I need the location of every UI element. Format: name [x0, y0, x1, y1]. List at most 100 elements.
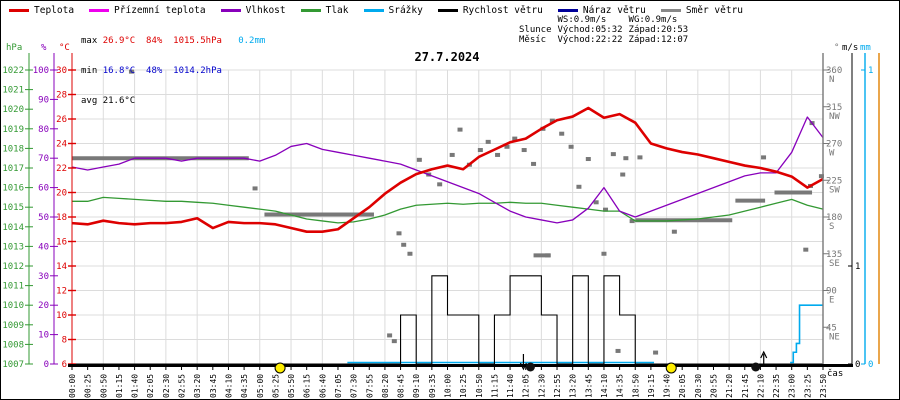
time-tick-label: 08:20 — [381, 374, 390, 398]
stats-avg-temp: 21.6°C — [102, 96, 136, 106]
humidity-tick-label: 80 — [38, 125, 49, 135]
legend-item: Teplota — [9, 5, 74, 16]
wind-direction-point — [401, 242, 407, 247]
time-tick-label: 19:15 — [647, 374, 656, 398]
time-tick-label: 20:55 — [709, 374, 718, 398]
time-tick-label: 22:35 — [772, 374, 781, 398]
ms-tick-label: 1 — [855, 262, 860, 272]
deg-compass-label: NW — [829, 112, 840, 122]
time-tick-label: 11:15 — [490, 374, 499, 398]
deg-tick-label: 360 — [826, 66, 842, 76]
wind-direction-point — [620, 172, 626, 177]
sunset-marker — [665, 362, 677, 374]
time-axis-header: čas — [827, 368, 843, 379]
time-tick-label: 01:40 — [131, 374, 140, 398]
stats-min-label: min — [81, 66, 98, 76]
time-tick-label: 05:50 — [287, 374, 296, 398]
series-pres-line — [72, 196, 824, 224]
deg-tick-label: 225 — [826, 176, 842, 186]
time-tick-label: 09:10 — [412, 374, 421, 398]
legend: Teplota Přízemní teplota Vlhkost Tlak Srážky… — [9, 5, 743, 16]
ms-tick-label: 0 — [855, 360, 860, 370]
time-tick-label: 03:45 — [209, 374, 218, 398]
humidity-tick-label: 20 — [38, 301, 49, 311]
wind-direction-point — [610, 152, 616, 157]
legend-label: Tlak — [325, 5, 349, 16]
stats-min-temp: 16.8°C — [102, 66, 136, 76]
legend-label: Teplota — [34, 5, 75, 16]
time-tick-label: 19:40 — [663, 374, 672, 398]
humidity-tick-label: 100 — [33, 66, 49, 76]
temperature-axis-header: °C — [59, 43, 70, 53]
pressure-tick-label: 1008 — [2, 340, 24, 350]
moon-label: Měsíc — [519, 35, 547, 45]
time-tick-label: 07:05 — [334, 374, 343, 398]
humidity-tick-label: 50 — [38, 213, 49, 223]
wind-direction-point — [549, 118, 555, 123]
wind-direction-point — [416, 157, 422, 162]
time-tick-label: 06:40 — [318, 374, 327, 398]
stats-block: max 26.9°C 84% 1015.5hPa 0.2mm min 16.8°… — [81, 16, 265, 126]
deg-tick-label: 180 — [826, 213, 842, 223]
time-tick-label: 13:20 — [569, 374, 578, 398]
legend-item: Náraz větru — [557, 5, 646, 16]
time-tick-label: 18:50 — [631, 374, 640, 398]
stats-avg-label: avg — [81, 96, 98, 106]
time-tick-label: 05:00 — [256, 374, 265, 398]
humidity-axis-header: % — [41, 43, 47, 53]
wind-direction-point — [504, 144, 510, 149]
deg-compass-label: SW — [829, 185, 840, 195]
series-temp-line — [71, 106, 824, 233]
time-tick-label: 14:35 — [616, 374, 625, 398]
pressure-tick-label: 1013 — [2, 242, 24, 252]
humidity-tick-label: 60 — [38, 184, 49, 194]
legend-label: Směr větru — [685, 5, 744, 16]
time-tick-label: 23:00 — [788, 374, 797, 398]
temperature-tick-label: 26 — [56, 115, 67, 125]
humidity-tick-label: 90 — [38, 95, 49, 105]
wind-direction-point — [637, 155, 643, 160]
time-tick-label: 10:25 — [459, 374, 468, 398]
wind-direction-point — [671, 229, 677, 234]
time-tick-label: 01:15 — [115, 374, 124, 398]
pressure-tick-label: 1014 — [2, 223, 24, 233]
wind-direction-point — [559, 131, 565, 136]
moonset-marker — [525, 362, 535, 372]
mm-axis-header: mm — [860, 43, 871, 53]
pressure-tick-label: 1011 — [2, 282, 24, 292]
time-axis — [68, 364, 853, 367]
legend-item: Vlhkost — [220, 5, 286, 16]
time-tick-label: 03:20 — [193, 374, 202, 398]
time-tick-label: 00:00 — [68, 374, 77, 398]
sunrise-time: Východ:05:32 — [557, 25, 623, 35]
wind-direction-point — [477, 148, 483, 153]
legend-item: Přízemní teplota — [89, 5, 206, 16]
deg-compass-label: N — [829, 75, 834, 85]
legend-item: Tlak — [300, 5, 349, 16]
humidity-tick-label: 0 — [44, 360, 49, 370]
temperature-tick-label: 30 — [56, 66, 67, 76]
moonrise-arrow-head — [760, 350, 768, 359]
wind-direction-point — [485, 139, 491, 144]
sunset-time: Západ:20:53 — [628, 25, 689, 35]
pressure-tick-label: 1018 — [2, 144, 24, 154]
wind-direction-point — [818, 174, 824, 179]
wind-direction-point — [495, 152, 501, 157]
sun-label: Slunce — [519, 25, 552, 35]
wind-direction-point — [437, 182, 443, 187]
wind-direction-point — [593, 200, 599, 205]
wind-direction-point — [128, 69, 134, 74]
legend-color-dash — [300, 9, 321, 12]
wind-direction-point — [653, 350, 659, 355]
temperature-tick-label: 14 — [56, 262, 67, 272]
pressure-tick-label: 1009 — [2, 321, 24, 331]
humidity-tick-label: 30 — [38, 272, 49, 282]
stats-avg-row: avg 21.6°C — [81, 96, 265, 106]
temperature-tick-label: 28 — [56, 91, 67, 101]
pressure-tick-label: 1007 — [2, 360, 24, 370]
mm-tick-label: 0 — [868, 360, 873, 370]
legend-item: Směr větru — [660, 5, 744, 16]
wind-direction-point — [396, 231, 402, 236]
time-tick-label: 06:15 — [303, 374, 312, 398]
deg-tick-label: 135 — [826, 250, 842, 260]
